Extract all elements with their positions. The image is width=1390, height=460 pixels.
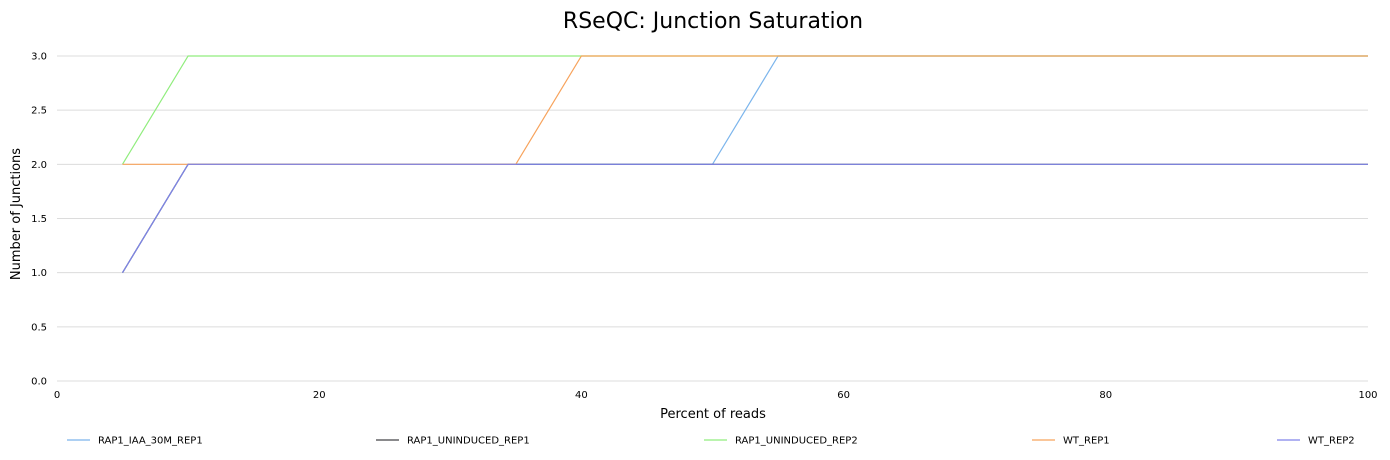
x-tick-label: 0 bbox=[54, 390, 60, 401]
x-tick-label: 100 bbox=[1358, 390, 1377, 401]
x-axis-ticks: 0 20 40 60 80 100 bbox=[54, 390, 1378, 401]
gridlines bbox=[57, 55, 1368, 382]
series-lines bbox=[121, 55, 1369, 274]
y-axis-ticks: 0.0 0.5 1.0 1.5 2.0 2.5 3.0 bbox=[31, 52, 47, 388]
x-axis-label: Percent of reads bbox=[660, 407, 766, 422]
x-tick-label: 20 bbox=[313, 390, 326, 401]
y-axis-label: Number of Junctions bbox=[9, 148, 24, 280]
y-tick-label: 0.5 bbox=[31, 322, 47, 333]
legend-item-label[interactable]: RAP1_UNINDUCED_REP1 bbox=[407, 436, 530, 447]
y-tick-label: 1.5 bbox=[31, 214, 47, 225]
x-tick-label: 60 bbox=[837, 390, 850, 401]
y-tick-label: 2.0 bbox=[31, 160, 47, 171]
legend-item-label[interactable]: WT_REP2 bbox=[1308, 436, 1355, 447]
y-tick-label: 3.0 bbox=[31, 52, 47, 63]
y-tick-label: 2.5 bbox=[31, 106, 47, 117]
y-tick-label: 1.0 bbox=[31, 268, 47, 279]
chart-title: RSeQC: Junction Saturation bbox=[563, 9, 863, 34]
legend-item-label[interactable]: RAP1_UNINDUCED_REP2 bbox=[735, 436, 858, 447]
series-line-5[interactable] bbox=[121, 163, 1369, 274]
legend-item-label[interactable]: RAP1_IAA_30M_REP1 bbox=[98, 436, 203, 447]
legend: RAP1_IAA_30M_REP1 RAP1_UNINDUCED_REP1 RAP1… bbox=[67, 436, 1355, 447]
x-tick-label: 80 bbox=[1099, 390, 1112, 401]
y-tick-label: 0.0 bbox=[31, 377, 47, 388]
x-tick-label: 40 bbox=[575, 390, 588, 401]
legend-item-label[interactable]: WT_REP1 bbox=[1063, 436, 1110, 447]
